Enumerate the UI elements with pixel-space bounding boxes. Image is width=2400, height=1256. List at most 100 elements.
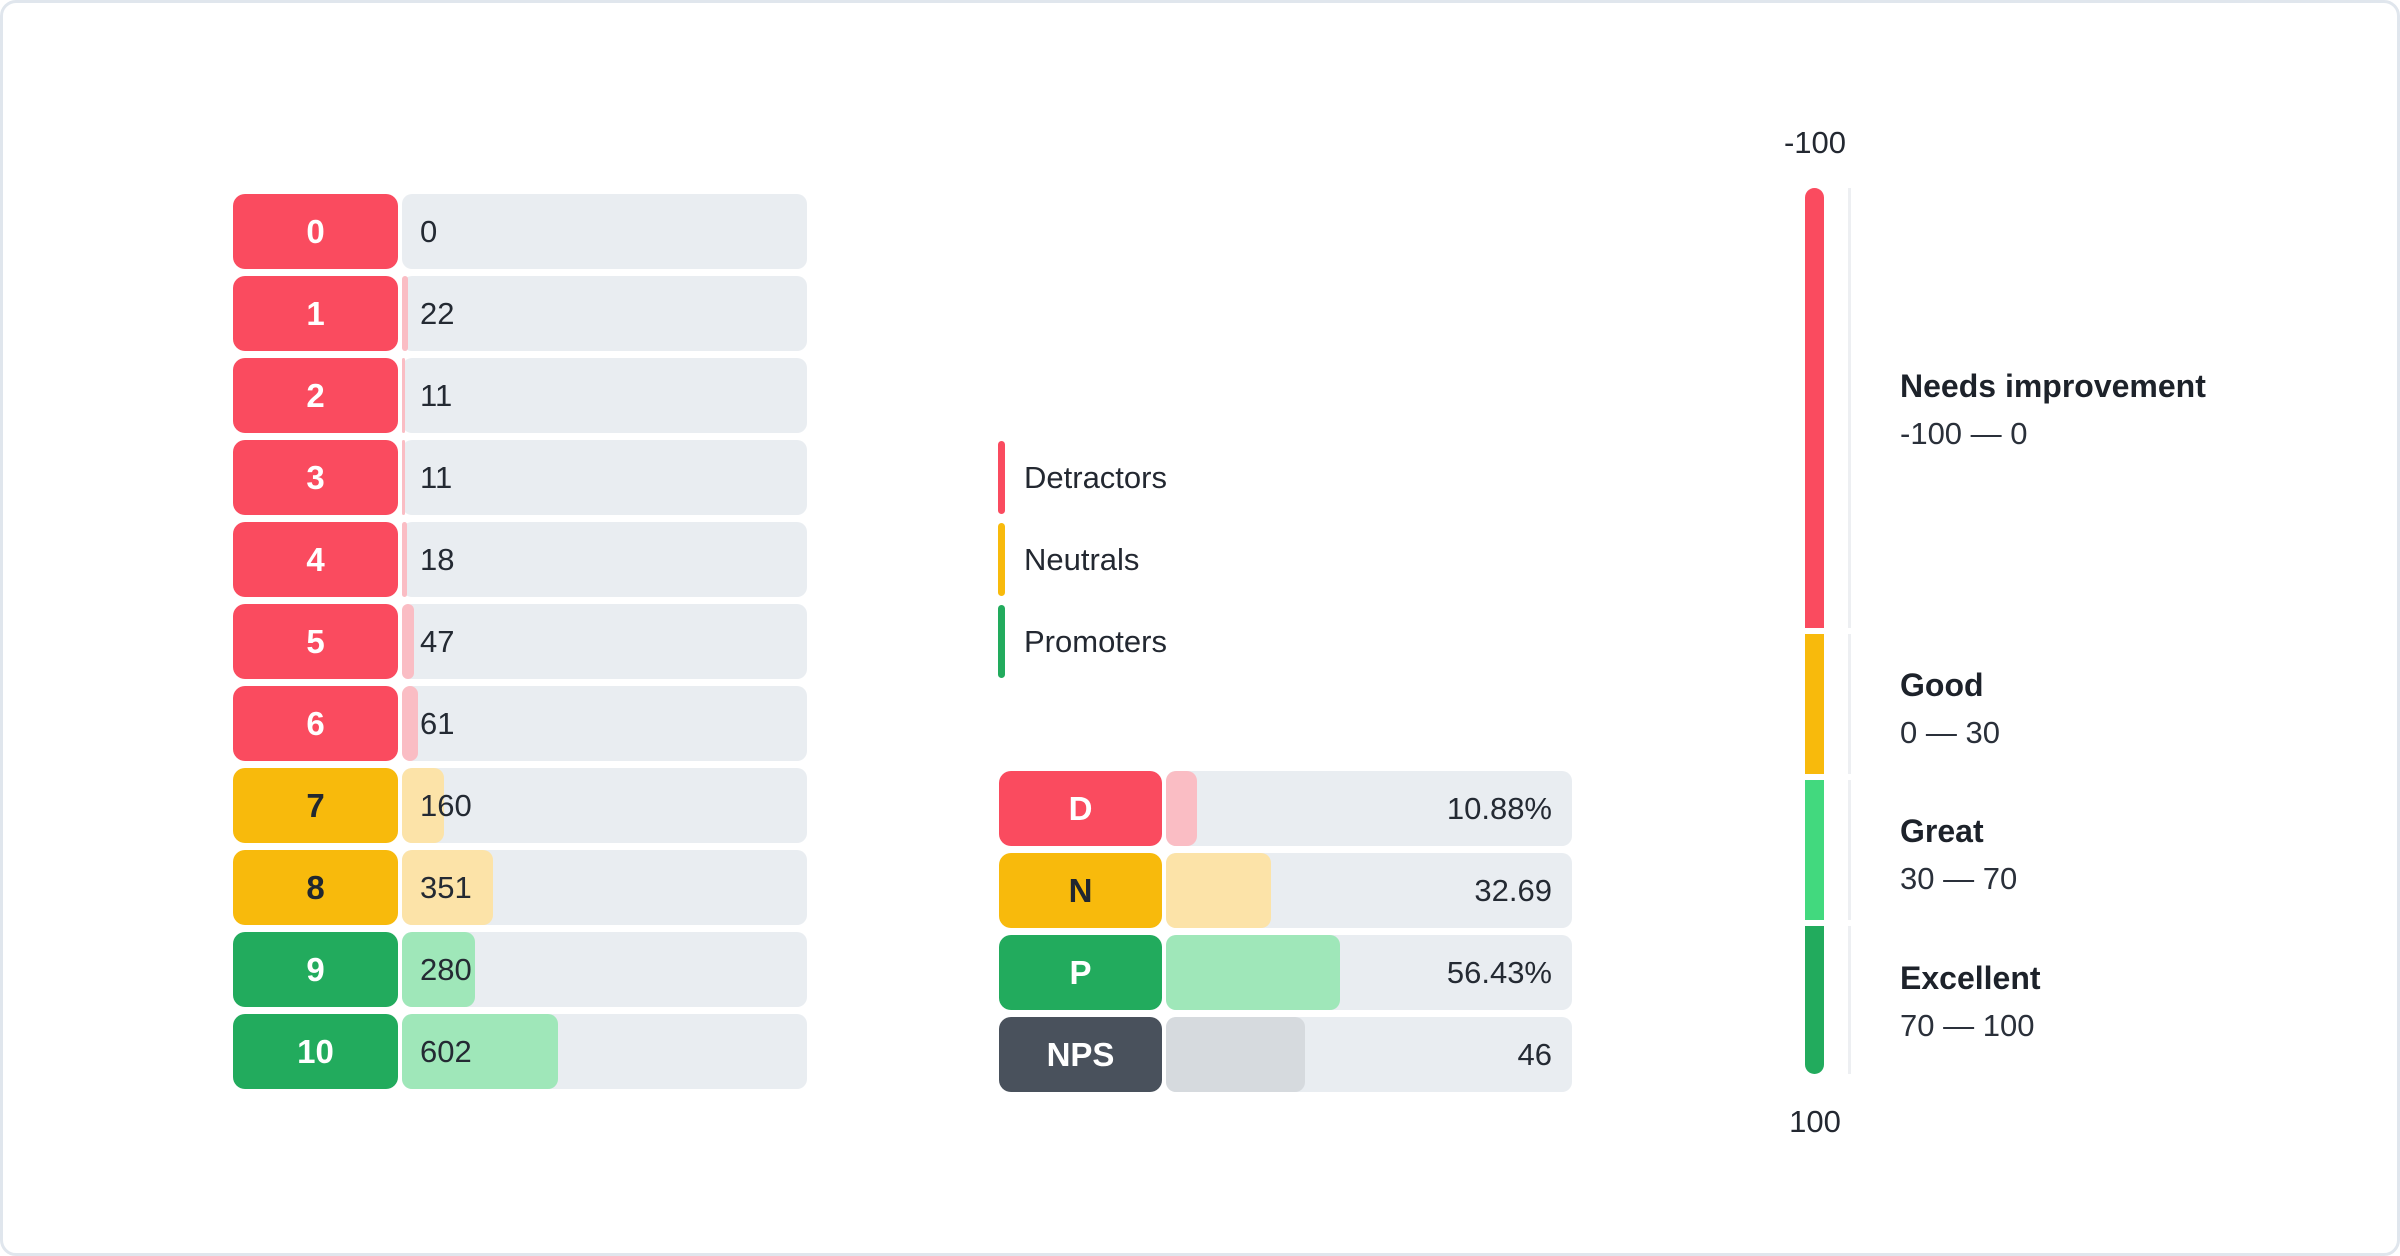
score-fill [402, 686, 418, 761]
gauge-segment-promoter [1805, 926, 1824, 1074]
score-pill: 2 [233, 358, 398, 433]
zone-title: Good [1900, 667, 1984, 703]
gauge-segment-great [1805, 780, 1824, 920]
summary-fill [1166, 935, 1341, 1010]
zone-title: Excellent [1900, 960, 2041, 996]
score-track: 11 [402, 440, 807, 515]
score-row-2: 2 11 [233, 358, 807, 433]
score-track: 351 [402, 850, 807, 925]
score-value: 11 [420, 377, 453, 413]
gauge-zone-needs-improvement: Needs improvement -100 — 0 [1900, 362, 2206, 458]
score-fill [402, 768, 444, 843]
legend-label: Promoters [1024, 623, 1167, 659]
gauge-min-label: 100 [1789, 1104, 1841, 1139]
score-track: 47 [402, 604, 807, 679]
score-value: 61 [420, 705, 455, 741]
score-track: 22 [402, 276, 807, 351]
score-pill: 7 [233, 768, 398, 843]
summary-fill [1166, 771, 1198, 846]
promoter-swatch-icon [998, 605, 1005, 678]
score-track: 602 [402, 1014, 807, 1089]
summary-row-nps: NPS 46 [999, 1017, 1572, 1092]
summary-track: 56.43% [1166, 935, 1572, 1010]
gauge-axis-line [1848, 188, 1851, 1074]
summary-value: 10.88% [1446, 790, 1552, 826]
score-fill [402, 1014, 558, 1089]
legend-item-detractor: Detractors [998, 441, 1167, 514]
zone-title: Needs improvement [1900, 368, 2206, 404]
score-row-5: 5 47 [233, 604, 807, 679]
score-value: 602 [420, 1033, 472, 1069]
score-fill [402, 522, 407, 597]
score-fill [402, 604, 415, 679]
gauge-axis-segment [1848, 780, 1851, 920]
zone-range: 30 — 70 [1900, 861, 2018, 896]
summary-track: 46 [1166, 1017, 1572, 1092]
score-fill [402, 276, 408, 351]
gauge-axis-segment [1848, 926, 1851, 1074]
score-track: 0 [402, 194, 807, 269]
summary-row-n: N 32.69 [999, 853, 1572, 928]
zone-range: -100 — 0 [1900, 416, 2028, 451]
zone-range: 70 — 100 [1900, 1008, 2035, 1043]
score-value: 351 [420, 869, 472, 905]
score-fill [402, 358, 405, 433]
zone-title: Great [1900, 813, 1984, 849]
score-row-7: 7 160 [233, 768, 807, 843]
score-fill [402, 440, 405, 515]
summary-track: 32.69 [1166, 853, 1572, 928]
gauge-zone-good: Good 0 — 30 [1900, 661, 2000, 757]
score-value: 0 [420, 213, 438, 249]
summary-fill [1166, 853, 1272, 928]
gauge-segment-neutral [1805, 634, 1824, 774]
score-row-3: 3 11 [233, 440, 807, 515]
score-track: 160 [402, 768, 807, 843]
score-row-4: 4 18 [233, 522, 807, 597]
score-track: 280 [402, 932, 807, 1007]
gauge-zone-excellent: Excellent 70 — 100 [1900, 954, 2041, 1050]
score-value: 160 [420, 787, 472, 823]
score-value: 11 [420, 459, 453, 495]
score-pill: 6 [233, 686, 398, 761]
gauge-axis-segment [1848, 188, 1851, 628]
gauge-segment-detractor [1805, 188, 1824, 628]
score-row-10: 10 602 [233, 1014, 807, 1089]
gauge-axis-segment [1848, 634, 1851, 774]
summary-value: 46 [1517, 1036, 1552, 1072]
score-pill: 4 [233, 522, 398, 597]
score-track: 18 [402, 522, 807, 597]
score-pill: 3 [233, 440, 398, 515]
summary-pill: P [999, 935, 1162, 1010]
summary-fill [1166, 1017, 1306, 1092]
legend-label: Detractors [1024, 459, 1167, 495]
score-value: 47 [420, 623, 455, 659]
gauge-zone-great: Great 30 — 70 [1900, 807, 2017, 903]
score-pill: 10 [233, 1014, 398, 1089]
score-fill [402, 932, 475, 1007]
legend-label: Neutrals [1024, 541, 1140, 577]
score-row-9: 9 280 [233, 932, 807, 1007]
score-pill: 5 [233, 604, 398, 679]
score-pill: 8 [233, 850, 398, 925]
summary-track: 10.88% [1166, 771, 1572, 846]
score-fill [402, 850, 493, 925]
score-row-8: 8 351 [233, 850, 807, 925]
summary-value: 32.69 [1474, 872, 1552, 908]
legend-item-neutral: Neutrals [998, 523, 1139, 596]
score-pill: 9 [233, 932, 398, 1007]
summary-value: 56.43% [1446, 954, 1552, 990]
zone-range: 0 — 30 [1900, 715, 2000, 750]
summary-pill: NPS [999, 1017, 1162, 1092]
summary-row-p: P 56.43% [999, 935, 1572, 1010]
summary-pill: D [999, 771, 1162, 846]
score-track: 61 [402, 686, 807, 761]
score-pill: 1 [233, 276, 398, 351]
summary-pill: N [999, 853, 1162, 928]
score-row-6: 6 61 [233, 686, 807, 761]
neutral-swatch-icon [998, 523, 1005, 596]
summary-row-d: D 10.88% [999, 771, 1572, 846]
score-value: 280 [420, 951, 472, 987]
score-track: 11 [402, 358, 807, 433]
score-value: 22 [420, 295, 455, 331]
